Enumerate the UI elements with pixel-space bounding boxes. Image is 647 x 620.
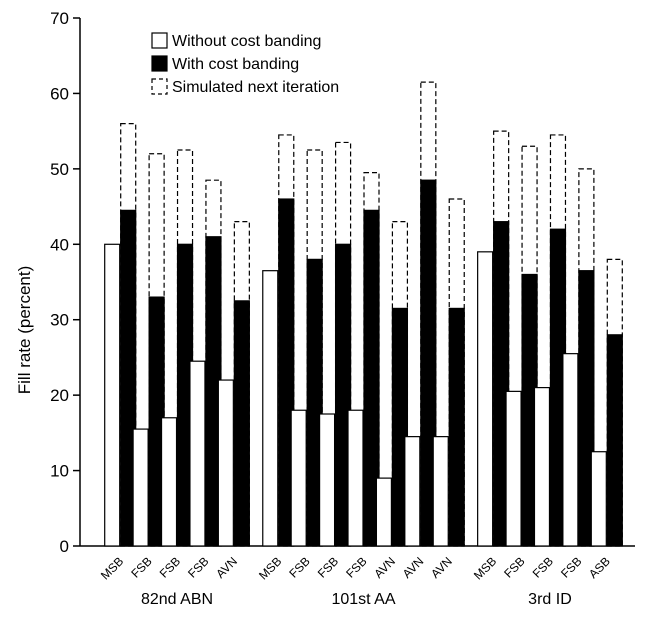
group-labels: 82nd ABN 101st AA 3rd ID: [141, 591, 572, 608]
x-category-label: ASB: [586, 554, 613, 581]
bar-with-cost-banding: [278, 198, 295, 547]
bar-without-cost-banding: [132, 428, 149, 547]
x-category-label: AVN: [371, 554, 398, 581]
bar-without-cost-banding: [347, 409, 364, 547]
legend-swatch-without: [151, 32, 168, 49]
bar-without-cost-banding: [217, 379, 234, 547]
x-category-label: AVN: [400, 554, 427, 581]
x-category-label: MSB: [256, 554, 284, 582]
bar-with-cost-banding: [493, 221, 510, 547]
x-category-label: AVN: [213, 554, 240, 581]
x-group-label: 3rd ID: [528, 591, 572, 608]
bar-with-cost-banding: [606, 334, 623, 547]
bar-without-cost-banding: [375, 477, 393, 547]
x-group-label: 101st AA: [331, 591, 395, 608]
bar-without-cost-banding: [262, 270, 279, 547]
legend-label-without: Without cost banding: [172, 33, 321, 50]
x-axis-labels: MSB FSB FSB FSB AVN MSB FSB FSB FSB AVN AVN AVN MSB F…: [98, 554, 613, 582]
legend-swatch-simulated: [151, 78, 168, 95]
bar-without-cost-banding: [477, 251, 494, 547]
bar-without-cost-banding: [533, 387, 551, 547]
bar-with-cost-banding: [306, 258, 323, 547]
bar-without-cost-banding: [505, 390, 522, 547]
bar-with-cost-banding: [233, 300, 250, 547]
bar-with-cost-banding: [448, 307, 465, 547]
y-tick-label: 30: [50, 311, 69, 330]
y-tick-label: 10: [50, 462, 69, 481]
y-tick-label: 70: [50, 9, 69, 28]
x-category-label: FSB: [315, 554, 341, 580]
bar-without-cost-banding: [104, 243, 121, 547]
legend: Without cost banding With cost banding S…: [151, 32, 339, 96]
bar-without-cost-banding: [432, 436, 449, 547]
bar-with-cost-banding: [391, 307, 409, 547]
y-tick-label: 20: [50, 386, 69, 405]
y-tick-label: 60: [50, 84, 69, 103]
bar-with-cost-banding: [334, 243, 352, 547]
bar-with-cost-banding: [120, 209, 137, 547]
x-category-label: MSB: [471, 554, 499, 582]
bar-without-cost-banding: [290, 409, 307, 547]
x-category-label: FSB: [286, 554, 312, 580]
legend-label-simulated: Simulated next iteration: [172, 79, 339, 96]
y-axis-title: Fill rate (percent): [15, 266, 34, 394]
x-category-label: FSB: [558, 554, 584, 580]
bar-with-cost-banding: [363, 209, 380, 547]
y-tick-label: 40: [50, 235, 69, 254]
bar-without-cost-banding: [562, 353, 579, 547]
legend-swatch-with: [151, 55, 168, 72]
x-category-label: MSB: [98, 554, 126, 582]
x-category-label: FSB: [128, 554, 154, 580]
bar-without-cost-banding: [189, 360, 206, 547]
x-group-label: 82nd ABN: [141, 591, 213, 608]
x-category-label: FSB: [530, 554, 556, 580]
bar-without-cost-banding: [318, 413, 336, 547]
x-category-label: FSB: [157, 554, 183, 580]
x-category-label: FSB: [185, 554, 211, 580]
bar-with-cost-banding: [420, 179, 437, 547]
y-tick-label: 0: [60, 537, 69, 556]
bars: [104, 81, 623, 547]
y-tick-label: 50: [50, 160, 69, 179]
legend-label-with: With cost banding: [172, 56, 299, 73]
bar-without-cost-banding: [404, 436, 421, 547]
x-category-label: FSB: [501, 554, 527, 580]
x-category-label: AVN: [428, 554, 455, 581]
bar-without-cost-banding: [160, 417, 178, 547]
bar-with-cost-banding: [578, 270, 595, 547]
bar-without-cost-banding: [590, 451, 607, 547]
x-category-label: FSB: [343, 554, 369, 580]
